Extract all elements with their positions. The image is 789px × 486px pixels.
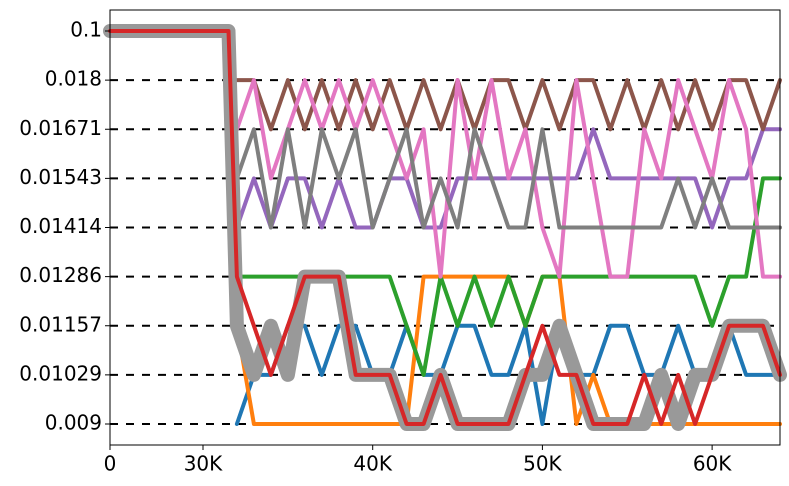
x-tick-label: 60K — [693, 452, 732, 476]
x-tick-label: 30K — [184, 452, 223, 476]
y-tick-label: 0.009 — [45, 411, 102, 435]
y-tick-label: 0.01414 — [19, 214, 102, 238]
y-tick-label: 0.01286 — [19, 263, 102, 287]
series-line — [234, 274, 782, 426]
y-tick-label: 0.018 — [45, 67, 102, 91]
series-line — [108, 29, 782, 426]
y-tick-label: 0.1 — [70, 18, 102, 42]
series-line — [234, 127, 782, 230]
series-line — [234, 78, 782, 279]
series-line — [234, 323, 782, 426]
x-tick-label: 0 — [104, 452, 117, 476]
y-tick-label: 0.01157 — [19, 312, 102, 336]
x-tick-label: 40K — [353, 452, 392, 476]
x-tick-label: 50K — [523, 452, 562, 476]
y-tick-label: 0.01543 — [19, 165, 102, 189]
y-tick-label: 0.01029 — [19, 361, 102, 385]
series-line — [234, 78, 782, 132]
y-tick-label: 0.01671 — [19, 116, 102, 140]
